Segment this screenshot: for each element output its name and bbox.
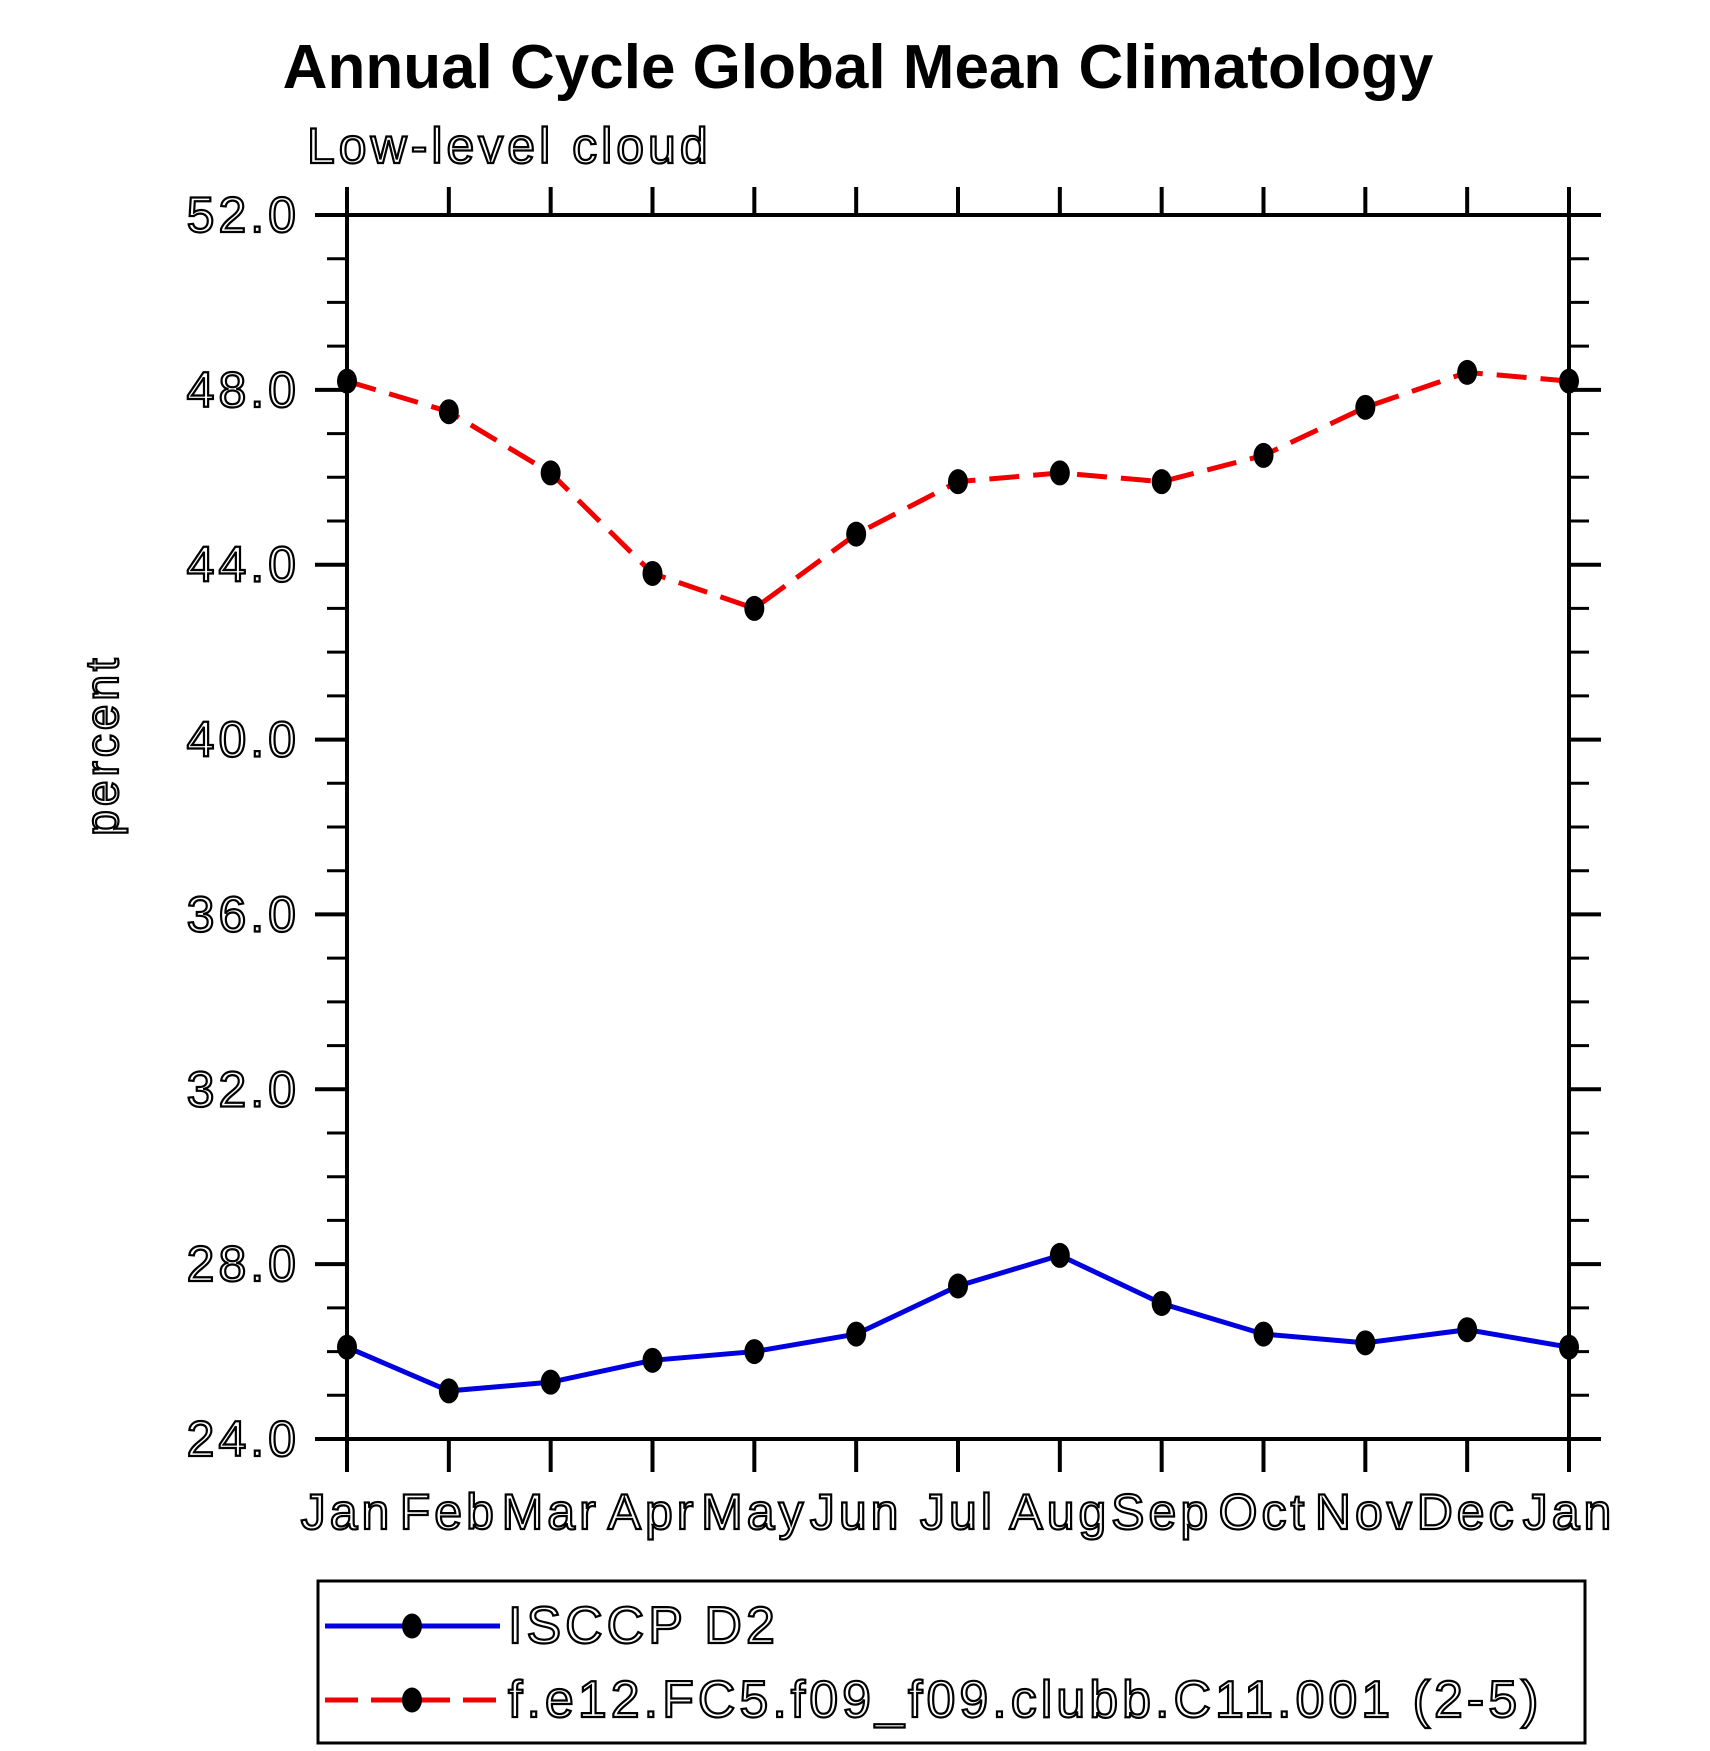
page-title: Annual Cycle Global Mean Climatology	[283, 33, 1434, 102]
y-axis-title: percent	[76, 654, 128, 835]
data-point-marker	[642, 560, 663, 586]
y-tick-label: 28.0	[187, 1236, 300, 1292]
data-point-marker	[1355, 394, 1376, 420]
legend-label-0: ISCCP D2	[508, 1597, 779, 1655]
chart-subtitle: Low-level cloud	[307, 118, 712, 174]
y-tick-label: 32.0	[187, 1061, 300, 1117]
data-point-marker	[642, 1347, 663, 1373]
legend-marker-1	[402, 1687, 422, 1713]
data-point-marker	[1457, 1317, 1478, 1343]
data-point-marker	[1049, 1242, 1070, 1268]
x-tick-label-feb-1: Feb	[400, 1484, 498, 1540]
data-point-marker	[1559, 1334, 1579, 1360]
y-tick-label: 24.0	[187, 1411, 300, 1467]
x-tick-label-mar-2: Mar	[502, 1484, 600, 1540]
data-point-marker	[438, 399, 459, 425]
x-tick-label-apr-3: Apr	[608, 1484, 698, 1540]
x-tick-label-jan-12: Jan	[1523, 1484, 1616, 1540]
x-tick-label-jan-0: Jan	[301, 1484, 394, 1540]
x-tick-label-sep-8: Sep	[1111, 1484, 1212, 1540]
x-tick-label-nov-10: Nov	[1315, 1484, 1416, 1540]
data-point-marker	[948, 1273, 968, 1299]
x-tick-label-aug-7: Aug	[1009, 1484, 1110, 1540]
y-tick-label: 48.0	[187, 362, 300, 418]
y-tick-label: 44.0	[187, 537, 300, 593]
legend-marker-0	[402, 1613, 422, 1639]
data-point-marker	[337, 1334, 357, 1360]
data-point-marker	[1559, 368, 1579, 394]
x-tick-label-oct-9: Oct	[1219, 1484, 1309, 1540]
x-tick-label-dec-11: Dec	[1417, 1484, 1518, 1540]
data-point-marker	[540, 460, 561, 486]
legend-box	[316, 1579, 1587, 1745]
data-point-marker	[540, 1369, 561, 1395]
y-tick-label: 52.0	[187, 187, 300, 243]
data-point-marker	[1151, 469, 1172, 495]
legend-label-1: f.e12.FC5.f09_f09.clubb.C11.001 (2-5)	[508, 1671, 1542, 1729]
data-point-marker	[948, 469, 968, 495]
data-point-marker	[1253, 442, 1274, 468]
y-tick-label: 36.0	[187, 886, 300, 942]
x-tick-label-jun-5: Jun	[810, 1484, 903, 1540]
data-point-marker	[1355, 1330, 1376, 1356]
data-point-marker	[1457, 359, 1478, 385]
x-tick-label-may-4: May	[701, 1484, 807, 1540]
data-point-marker	[1253, 1321, 1274, 1347]
data-point-marker	[1151, 1290, 1172, 1316]
data-point-marker	[438, 1378, 459, 1404]
data-point-marker	[744, 595, 765, 621]
y-tick-label: 40.0	[187, 712, 300, 768]
data-point-marker	[337, 368, 357, 394]
data-point-marker	[846, 1321, 867, 1347]
data-point-marker	[846, 521, 867, 547]
data-point-marker	[744, 1339, 765, 1365]
data-point-marker	[1049, 460, 1070, 486]
x-tick-label-jul-6: Jul	[920, 1484, 996, 1540]
